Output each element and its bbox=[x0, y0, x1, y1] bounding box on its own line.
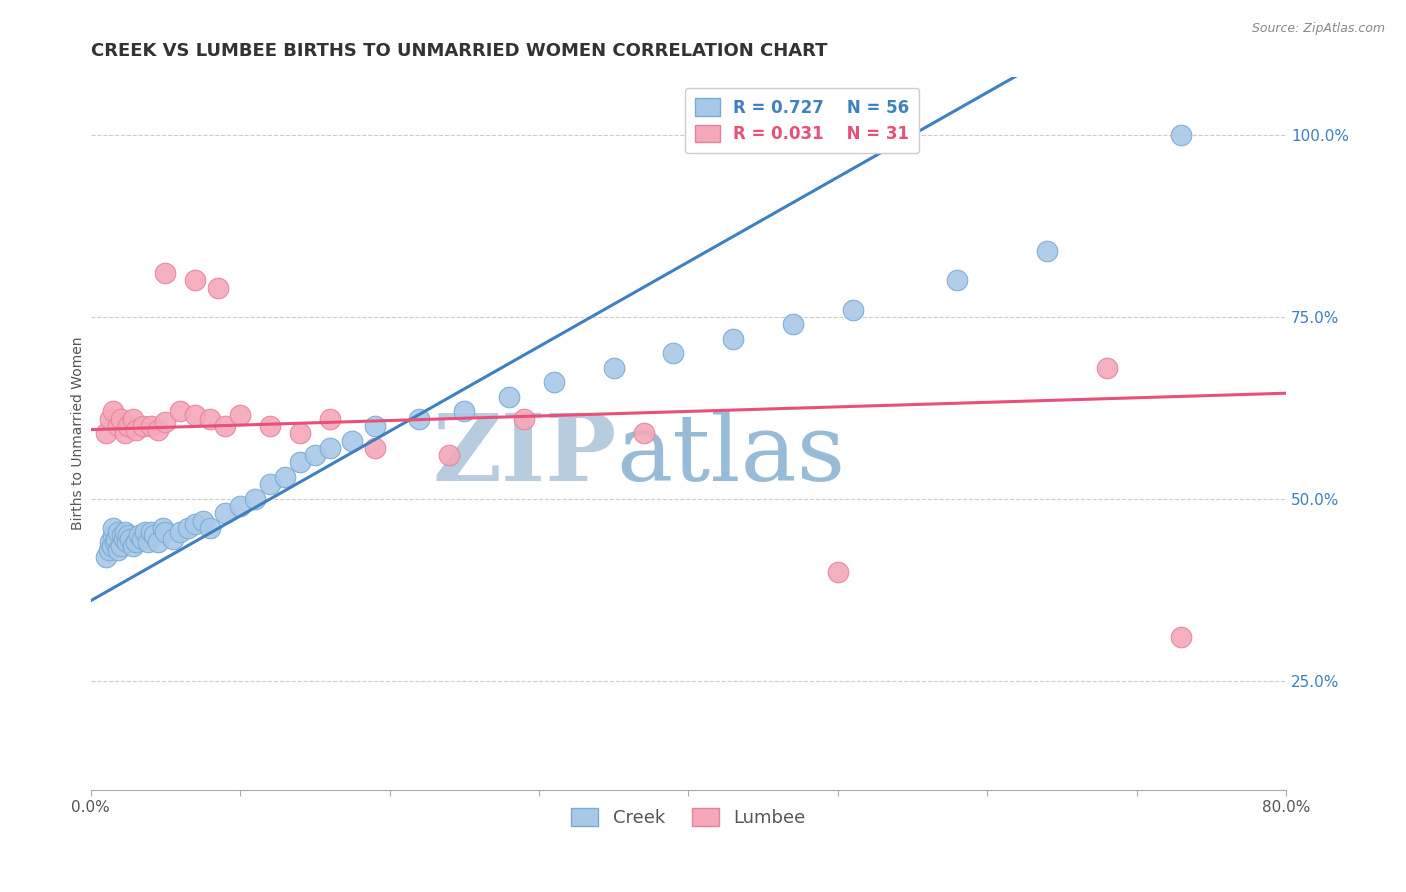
Point bbox=[543, 376, 565, 390]
Point bbox=[110, 411, 132, 425]
Point bbox=[94, 549, 117, 564]
Point bbox=[513, 411, 536, 425]
Point bbox=[114, 524, 136, 539]
Point bbox=[139, 524, 162, 539]
Point bbox=[439, 448, 461, 462]
Point bbox=[139, 419, 162, 434]
Point bbox=[207, 281, 229, 295]
Point bbox=[1095, 360, 1118, 375]
Point bbox=[100, 539, 122, 553]
Point bbox=[274, 470, 297, 484]
Point bbox=[110, 539, 132, 553]
Point bbox=[118, 532, 141, 546]
Point bbox=[319, 411, 342, 425]
Point bbox=[408, 411, 430, 425]
Point bbox=[342, 434, 364, 448]
Point bbox=[103, 521, 125, 535]
Point bbox=[363, 419, 385, 434]
Point bbox=[782, 317, 804, 331]
Point bbox=[662, 346, 685, 360]
Point bbox=[98, 411, 121, 425]
Point bbox=[177, 521, 200, 535]
Point bbox=[155, 415, 177, 429]
Point bbox=[136, 535, 159, 549]
Point bbox=[128, 528, 150, 542]
Point bbox=[103, 528, 125, 542]
Point bbox=[214, 506, 236, 520]
Point bbox=[259, 477, 281, 491]
Point bbox=[121, 411, 143, 425]
Point bbox=[1036, 244, 1059, 259]
Point bbox=[152, 521, 174, 535]
Point bbox=[200, 521, 222, 535]
Point bbox=[132, 419, 155, 434]
Point bbox=[184, 273, 207, 287]
Point bbox=[104, 535, 127, 549]
Point bbox=[304, 448, 326, 462]
Point bbox=[107, 542, 129, 557]
Point bbox=[229, 408, 252, 422]
Point bbox=[363, 441, 385, 455]
Point bbox=[169, 404, 191, 418]
Point bbox=[94, 426, 117, 441]
Point bbox=[259, 419, 281, 434]
Point bbox=[453, 404, 475, 418]
Point bbox=[721, 332, 744, 346]
Point bbox=[288, 426, 311, 441]
Point bbox=[1170, 630, 1192, 644]
Point bbox=[114, 426, 136, 441]
Point bbox=[124, 535, 146, 549]
Text: CREEK VS LUMBEE BIRTHS TO UNMARRIED WOMEN CORRELATION CHART: CREEK VS LUMBEE BIRTHS TO UNMARRIED WOME… bbox=[91, 42, 827, 60]
Point bbox=[142, 528, 165, 542]
Point bbox=[169, 524, 191, 539]
Point bbox=[134, 524, 156, 539]
Point bbox=[184, 517, 207, 532]
Point bbox=[841, 302, 863, 317]
Point bbox=[146, 423, 169, 437]
Point bbox=[602, 360, 624, 375]
Text: Source: ZipAtlas.com: Source: ZipAtlas.com bbox=[1251, 22, 1385, 36]
Point bbox=[124, 423, 146, 437]
Point bbox=[191, 514, 214, 528]
Point bbox=[111, 528, 134, 542]
Point bbox=[146, 535, 169, 549]
Point bbox=[827, 565, 849, 579]
Text: atlas: atlas bbox=[617, 409, 846, 500]
Point bbox=[117, 419, 139, 434]
Point bbox=[633, 426, 655, 441]
Point bbox=[103, 404, 125, 418]
Point bbox=[243, 491, 266, 506]
Point bbox=[105, 532, 128, 546]
Point bbox=[288, 455, 311, 469]
Point bbox=[98, 535, 121, 549]
Point bbox=[184, 408, 207, 422]
Point bbox=[319, 441, 342, 455]
Point bbox=[498, 390, 520, 404]
Point bbox=[117, 528, 139, 542]
Legend: Creek, Lumbee: Creek, Lumbee bbox=[564, 801, 813, 834]
Point bbox=[214, 419, 236, 434]
Point bbox=[155, 524, 177, 539]
Point bbox=[112, 532, 135, 546]
Point bbox=[946, 273, 969, 287]
Point bbox=[155, 266, 177, 280]
Point bbox=[121, 539, 143, 553]
Point bbox=[107, 524, 129, 539]
Point bbox=[97, 542, 120, 557]
Point bbox=[115, 535, 138, 549]
Point bbox=[131, 532, 153, 546]
Point bbox=[162, 532, 184, 546]
Point bbox=[229, 499, 252, 513]
Point bbox=[200, 411, 222, 425]
Point bbox=[107, 419, 129, 434]
Y-axis label: Births to Unmarried Women: Births to Unmarried Women bbox=[72, 336, 86, 530]
Text: ZIP: ZIP bbox=[433, 409, 617, 500]
Point bbox=[1170, 128, 1192, 142]
